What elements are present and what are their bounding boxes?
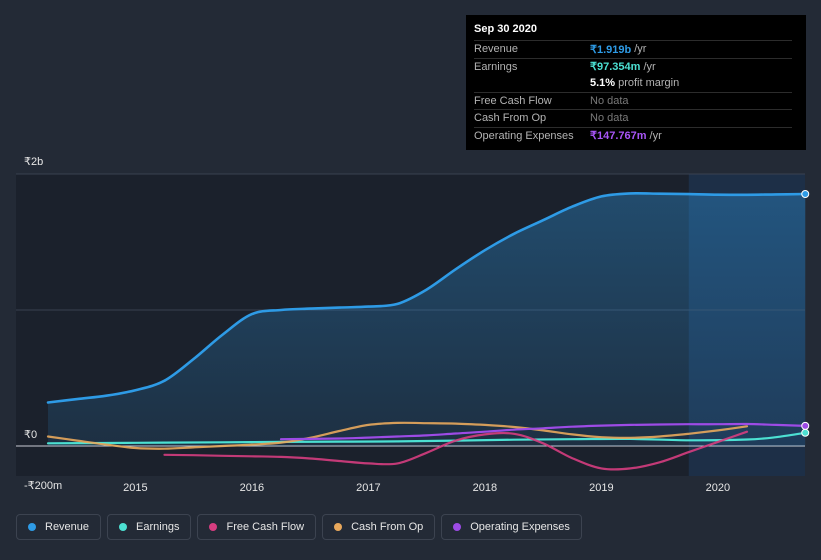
legend-dot-icon: [209, 523, 218, 531]
tooltip-row-value: ₹97.354m: [590, 61, 641, 74]
legend-item-cash-from-op[interactable]: Cash From Op: [322, 514, 436, 540]
opex-line: [279, 422, 807, 441]
x-tick-label: 2020: [706, 482, 730, 494]
tooltip-row-unit: /yr: [634, 43, 647, 56]
fcf-line: [163, 430, 749, 471]
tooltip-row-unit: /yr: [649, 129, 662, 142]
revenue-end-point: [801, 189, 810, 198]
cfo-line: [46, 421, 749, 450]
tooltip-panel: Sep 30 2020 Revenue ₹1.919b/yr Earnings ₹97…: [466, 15, 806, 150]
tooltip-row: Cash From Op No data: [474, 109, 792, 127]
tooltip-row: Revenue ₹1.919b/yr: [474, 40, 792, 58]
tooltip-date: Sep 30 2020: [474, 23, 537, 35]
legend: Revenue Earnings Free Cash Flow Cash From O…: [16, 514, 582, 540]
tooltip-row-value: No data: [590, 112, 629, 125]
revenue-line: [46, 191, 807, 404]
tooltip-row-label: Earnings: [474, 60, 518, 73]
tooltip-row-label: Free Cash Flow: [474, 94, 552, 107]
y-axis-label-bottom: -₹200m: [24, 480, 62, 492]
legend-dot-icon: [28, 523, 36, 531]
legend-dot-icon: [453, 523, 462, 531]
legend-dot-icon: [334, 523, 343, 531]
revenue-area: [48, 193, 806, 446]
tooltip-row: Earnings ₹97.354m/yr: [474, 57, 792, 76]
tooltip-row-value: No data: [590, 94, 629, 107]
legend-item-revenue[interactable]: Revenue: [16, 514, 102, 540]
tooltip-row-unit: /yr: [643, 60, 656, 73]
legend-label: Earnings: [136, 521, 180, 533]
tooltip-row: 5.1% profit margin: [474, 75, 792, 92]
x-tick-label: 2019: [589, 482, 613, 494]
tooltip-row-unit: profit margin: [618, 77, 680, 90]
legend-label: Free Cash Flow: [226, 521, 305, 533]
tooltip-row-value: ₹1.919b: [590, 43, 632, 56]
tooltip-row: Operating Expenses ₹147.767m/yr: [474, 126, 792, 145]
y-axis-label-zero: ₹0: [24, 429, 37, 441]
earnings-end-point: [801, 428, 810, 437]
legend-item-operating-expenses[interactable]: Operating Expenses: [441, 514, 582, 540]
x-tick-label: 2018: [473, 482, 497, 494]
tooltip-row: Free Cash Flow No data: [474, 91, 792, 110]
y-axis-label-top: ₹2b: [24, 156, 43, 168]
chart-area: ₹2b ₹0 -₹200m 2015 2016 2017 2018 2019 2020: [16, 156, 810, 494]
legend-item-free-cash-flow[interactable]: Free Cash Flow: [197, 514, 317, 540]
x-tick-label: 2015: [123, 482, 147, 494]
tooltip-row-label: Revenue: [474, 43, 519, 56]
legend-label: Cash From Op: [351, 521, 424, 533]
tooltip-row-label: Cash From Op: [474, 112, 547, 125]
x-tick-label: 2016: [240, 482, 264, 494]
tooltip-row-value: 5.1%: [590, 77, 616, 90]
opex-end-point: [801, 421, 810, 430]
legend-dot-icon: [119, 523, 128, 531]
x-tick-label: 2017: [356, 482, 380, 494]
tooltip-row-label: Operating Expenses: [474, 129, 574, 142]
legend-item-earnings[interactable]: Earnings: [107, 514, 192, 540]
legend-label: Revenue: [45, 521, 90, 533]
tooltip-row-value: ₹147.767m: [590, 130, 647, 143]
legend-label: Operating Expenses: [470, 521, 570, 533]
